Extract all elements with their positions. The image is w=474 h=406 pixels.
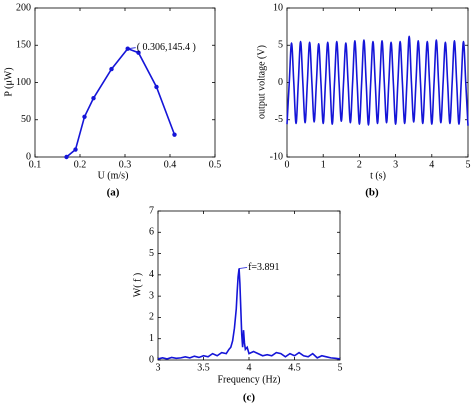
plot-frame	[34, 7, 216, 158]
caption: (a)	[107, 187, 120, 199]
y-tick-label: 10	[273, 2, 283, 13]
y-tick-label: 0	[278, 77, 283, 88]
y-tick-label: 50	[21, 114, 31, 125]
data-line	[286, 35, 469, 126]
y-tick-label: 2	[149, 312, 154, 323]
data-line	[65, 47, 176, 158]
y-tick-label: 150	[16, 40, 31, 51]
y-tick-label: 100	[16, 77, 31, 88]
y-tick-label: -10	[270, 151, 283, 162]
x-tick-label: 0.4	[164, 159, 177, 170]
x-tick-label: 0	[285, 159, 290, 170]
data-point	[73, 147, 78, 152]
x-tick-label: 3.5	[197, 362, 210, 373]
x-tick-label: 0.5	[209, 159, 222, 170]
plot-frame	[286, 7, 469, 158]
x-tick-label: 4	[247, 362, 252, 373]
y-axis-label: P (μW)	[3, 67, 14, 96]
x-axis-label: t (s)	[370, 170, 386, 181]
annotation: ( 0.306,145.4 )	[137, 42, 196, 53]
plot-frame	[157, 210, 341, 361]
x-tick-label: 1	[321, 159, 326, 170]
y-tick-label: 6	[149, 227, 154, 238]
x-axis-label: U (m/s)	[98, 170, 129, 181]
y-tick-label: 0	[26, 151, 31, 162]
y-tick-label: -5	[275, 114, 283, 125]
x-axis-label: Frequency (Hz)	[217, 374, 280, 385]
y-tick-label: 0	[149, 354, 154, 365]
data-point	[82, 114, 87, 119]
x-tick-label: 0.3	[119, 159, 132, 170]
y-tick-label: 1	[149, 333, 154, 344]
caption: (b)	[365, 187, 379, 199]
y-tick-label: 5	[149, 248, 154, 259]
y-tick-label: 3	[149, 290, 154, 301]
x-tick-label: 5	[466, 159, 471, 170]
data-point	[154, 84, 159, 90]
data-point	[109, 66, 114, 72]
x-tick-label: 5	[338, 362, 343, 373]
x-tick-label: 3	[156, 362, 161, 373]
y-tick-label: 4	[149, 269, 154, 280]
annotation-pointer	[127, 47, 136, 50]
x-tick-label: 4.5	[288, 362, 301, 373]
data-point	[136, 50, 141, 55]
y-tick-label: 7	[149, 205, 154, 216]
x-tick-label: 0.1	[29, 159, 42, 170]
x-tick-label: 2	[357, 159, 362, 170]
caption: (c)	[243, 392, 256, 404]
y-tick-label: 5	[278, 40, 283, 51]
data-point	[91, 95, 96, 101]
data-line	[157, 268, 341, 360]
x-tick-label: 4	[429, 159, 434, 170]
data-point	[64, 154, 69, 160]
x-tick-label: 0.2	[74, 159, 87, 170]
data-point	[172, 132, 177, 137]
annotation-pointer	[239, 267, 248, 269]
y-tick-label: 200	[16, 2, 31, 13]
annotation: f=3.891	[248, 262, 279, 273]
y-axis-label: output voltage (V)	[256, 45, 267, 119]
y-axis-label: W( f )	[132, 273, 143, 297]
x-tick-label: 3	[393, 159, 398, 170]
